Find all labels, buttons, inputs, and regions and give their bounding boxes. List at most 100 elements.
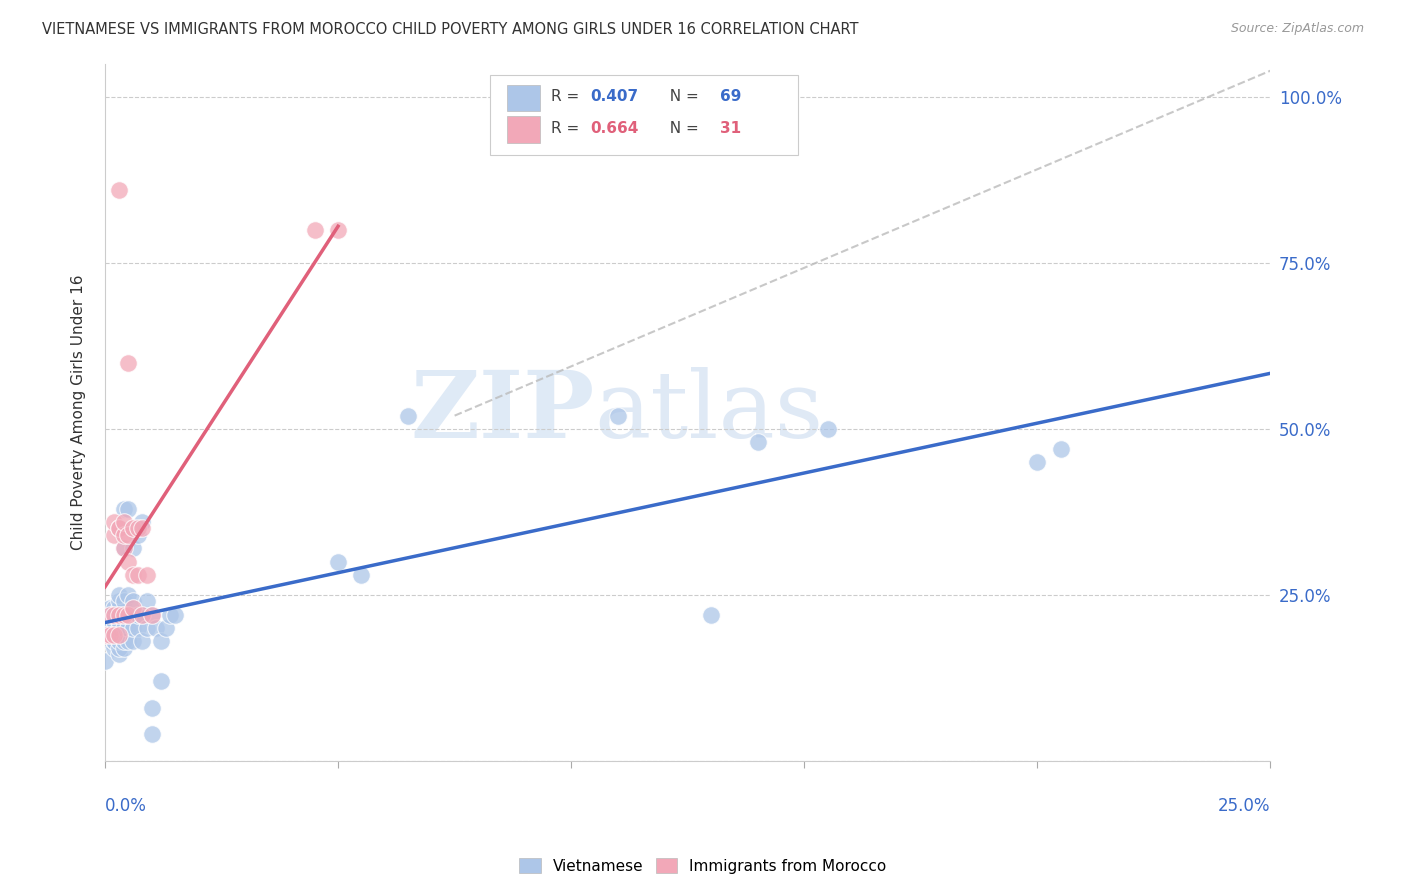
Text: 0.664: 0.664 [591, 120, 638, 136]
Point [145, 621, 167, 635]
Point [141, 607, 163, 622]
Point [304, 223, 326, 237]
Point [700, 607, 723, 622]
Point [103, 528, 125, 542]
Point [122, 541, 145, 556]
Point [326, 555, 349, 569]
Point [141, 727, 163, 741]
Text: 0.407: 0.407 [591, 89, 638, 104]
Point [98, 607, 121, 622]
Point [108, 640, 131, 655]
Point [127, 621, 149, 635]
Point [112, 594, 135, 608]
Point [131, 607, 153, 622]
Point [149, 673, 172, 688]
Point [103, 627, 125, 641]
Point [94, 654, 117, 668]
Point [117, 528, 139, 542]
Point [98, 607, 121, 622]
FancyBboxPatch shape [508, 85, 540, 112]
Text: 69: 69 [720, 89, 742, 104]
Point [326, 223, 349, 237]
Text: 25.0%: 25.0% [1218, 797, 1271, 815]
Point [112, 607, 135, 622]
Legend: Vietnamese, Immigrants from Morocco: Vietnamese, Immigrants from Morocco [513, 852, 893, 880]
Point [98, 601, 121, 615]
Point [112, 501, 135, 516]
FancyBboxPatch shape [489, 75, 799, 154]
Point [103, 621, 125, 635]
Point [112, 621, 135, 635]
Text: R =: R = [551, 89, 585, 104]
Point [103, 634, 125, 648]
Text: N =: N = [659, 120, 703, 136]
Point [108, 648, 131, 662]
Point [117, 555, 139, 569]
Point [141, 700, 163, 714]
Point [122, 621, 145, 635]
Point [131, 515, 153, 529]
Point [122, 634, 145, 648]
Point [103, 607, 125, 622]
Point [131, 607, 153, 622]
Point [606, 409, 628, 423]
Y-axis label: Child Poverty Among Girls Under 16: Child Poverty Among Girls Under 16 [72, 275, 86, 550]
Text: Source: ZipAtlas.com: Source: ZipAtlas.com [1230, 22, 1364, 36]
Point [817, 422, 839, 436]
Point [103, 607, 125, 622]
Point [122, 567, 145, 582]
Point [149, 634, 172, 648]
Point [112, 634, 135, 648]
Point [108, 627, 131, 641]
Point [98, 634, 121, 648]
Point [112, 640, 135, 655]
Point [108, 601, 131, 615]
Point [98, 627, 121, 641]
Point [122, 521, 145, 535]
Point [98, 615, 121, 629]
Point [103, 615, 125, 629]
Point [103, 627, 125, 641]
Point [117, 355, 139, 369]
Point [117, 607, 139, 622]
Point [103, 607, 125, 622]
Point [103, 640, 125, 655]
Point [108, 607, 131, 622]
Point [396, 409, 419, 423]
Point [112, 541, 135, 556]
Point [108, 183, 131, 197]
Text: ZIP: ZIP [411, 368, 595, 458]
Point [131, 521, 153, 535]
Text: VIETNAMESE VS IMMIGRANTS FROM MOROCCO CHILD POVERTY AMONG GIRLS UNDER 16 CORRELA: VIETNAMESE VS IMMIGRANTS FROM MOROCCO CH… [42, 22, 859, 37]
Point [131, 634, 153, 648]
Point [98, 627, 121, 641]
Point [136, 567, 159, 582]
Point [108, 588, 131, 602]
Point [108, 621, 131, 635]
Point [103, 601, 125, 615]
Point [122, 594, 145, 608]
Point [98, 627, 121, 641]
Point [127, 607, 149, 622]
Point [117, 501, 139, 516]
Text: atlas: atlas [595, 368, 824, 458]
Point [127, 528, 149, 542]
Point [108, 594, 131, 608]
Point [108, 634, 131, 648]
Point [112, 607, 135, 622]
Point [112, 528, 135, 542]
Point [127, 521, 149, 535]
Point [117, 621, 139, 635]
Point [112, 515, 135, 529]
Point [117, 634, 139, 648]
Point [94, 627, 117, 641]
Text: N =: N = [659, 89, 703, 104]
Point [108, 615, 131, 629]
Point [127, 567, 149, 582]
Point [136, 594, 159, 608]
Point [103, 634, 125, 648]
FancyBboxPatch shape [508, 116, 540, 143]
Point [98, 621, 121, 635]
Point [747, 435, 769, 450]
Point [112, 541, 135, 556]
